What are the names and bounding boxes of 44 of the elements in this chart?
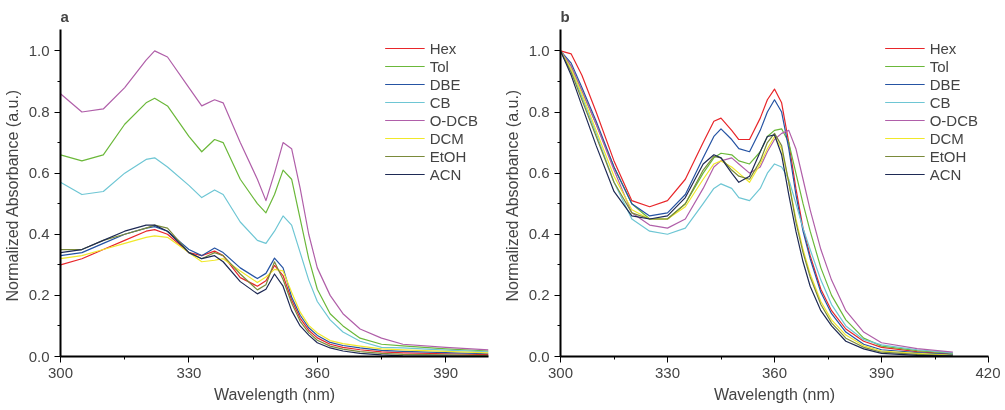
y-tick-label: 0.6: [528, 164, 550, 182]
legend-label: Hex: [929, 39, 957, 57]
y-tick-label: 0.8: [528, 103, 550, 121]
x-axis-title: Wavelength (nm): [713, 385, 836, 403]
x-tick-label: 390: [868, 363, 895, 381]
y-tick-label: 0.4: [528, 225, 550, 243]
chart-title: b: [560, 7, 570, 25]
y-tick-label: 0.0: [528, 347, 550, 365]
y-tick-label: 0.4: [28, 225, 50, 243]
y-tick-label: 0.2: [28, 286, 50, 304]
y-tick-label: 0.8: [28, 103, 50, 121]
y-axis-title: Normalized Absorbance (a.u.): [3, 89, 21, 302]
legend-label: EtOH: [429, 147, 467, 165]
x-tick-label: 360: [761, 363, 788, 381]
legend-label: DCM: [429, 129, 464, 147]
legend-label: O-DCB: [429, 111, 478, 129]
x-tick-label: 390: [433, 363, 459, 381]
y-tick-label: 0.2: [528, 286, 550, 304]
legend-label: DBE: [929, 75, 961, 93]
legend-label: DCM: [929, 129, 964, 147]
y-tick-label: 1.0: [28, 41, 50, 59]
legend-label: CB: [429, 93, 451, 111]
y-axis-title: Normalized Absorbance (a.u.): [503, 89, 521, 302]
legend-label: Hex: [429, 39, 457, 57]
legend-label: O-DCB: [929, 111, 978, 129]
legend-label: CB: [929, 93, 951, 111]
y-tick-label: 0.6: [28, 164, 50, 182]
x-tick-label: 330: [176, 363, 202, 381]
line-series: [60, 97, 489, 352]
y-tick-label: 1.0: [528, 41, 550, 59]
y-tick-label: 0.0: [28, 347, 50, 365]
legend-label: EtOH: [929, 147, 967, 165]
legend-label: Tol: [429, 57, 450, 75]
x-tick-label: 300: [47, 363, 74, 381]
x-tick-label: 300: [547, 363, 574, 381]
chart-title: a: [60, 7, 70, 25]
x-tick-label: 330: [654, 363, 681, 381]
legend-label: DBE: [429, 75, 461, 93]
x-axis-title: Wavelength (nm): [213, 385, 336, 403]
x-tick-label: 420: [975, 363, 1001, 381]
legend-label: ACN: [429, 165, 462, 183]
x-tick-label: 360: [304, 363, 330, 381]
legend-label: Tol: [929, 57, 950, 75]
legend-label: ACN: [929, 165, 962, 183]
